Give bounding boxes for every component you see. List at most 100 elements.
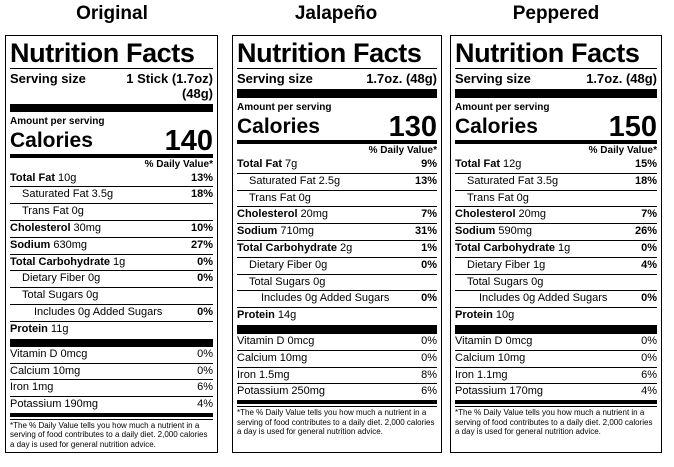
thick-rule [10,104,213,113]
nutrient-name: Total Sugars [22,289,84,302]
footnote: *The % Daily Value tells you how much a … [455,406,657,437]
vitamin-dv: 0% [197,364,213,377]
nutrient: Saturated Fat 3.5g [10,187,113,203]
vitamin: Calcium 10mg [10,364,80,380]
vitamin: Iron 1mg [10,380,53,396]
vitamin-amount: 10mg [279,351,308,364]
nutrient: Protein 11g [10,322,68,338]
nutrient: Protein 10g [455,308,514,324]
medium-rule [237,140,437,144]
nutrient-row: Total Fat 12g 15% [455,157,657,173]
calories-label: Calories [455,115,538,138]
vitamin-amount: 1.5mg [258,368,290,381]
vitamin-name: Potassium [237,385,289,398]
nutrient: Sodium 590mg [455,224,532,240]
nutrient: Protein 14g [237,308,296,324]
serving-size: 1.7oz. (48g) [586,71,657,86]
nutrient-name: Total Carbohydrate [237,241,338,254]
nutrient-row: Sodium 630mg 27% [10,236,213,254]
nutrient: Total Carbohydrate 2g [237,241,352,257]
serving-label: Serving size [455,71,531,86]
nutrient-name: Protein [10,322,48,335]
nutrient-name: Saturated Fat [467,174,534,187]
nutrient-dv: 9% [421,158,437,170]
thick-rule [237,89,437,98]
nutrient: Total Sugars 0g [455,275,543,291]
vitamin: Potassium 190mg [10,397,98,413]
thick-rule [455,324,657,334]
nutrition-label: Nutrition Facts Serving size 1.7oz. (48g) A… [450,35,662,453]
nutrient: Includes 0g Added Sugars [455,291,607,307]
nutrient-row: Total Carbohydrate 1g 0% [10,253,213,271]
nutrient-dv: 18% [190,188,213,201]
nutrient-row: Protein 11g [10,320,213,338]
nutrient-row: Saturated Fat 3.5g 18% [10,186,213,203]
nutrition-label: Nutrition Facts Serving size 1 Stick (1.7o… [5,35,218,453]
vitamin-row: Iron 1.1mg 6% [455,366,657,384]
label-heading: Original [76,3,148,24]
amount-per-serving: Amount per serving [455,102,550,113]
nutrient-dv: 13% [190,171,213,184]
nutrient: Cholesterol 20mg [455,207,546,223]
nutrient-name: Total Sugars [249,275,311,288]
vitamin-amount: 170mg [509,385,543,398]
nutrient-row: Includes 0g Added Sugars 0% [237,290,437,307]
dv-header: % Daily Value* [588,145,657,156]
vitamin-name: Iron [10,381,29,394]
vitamin-amount: 0mcg [505,334,533,347]
nutrient-row: Includes 0g Added Sugars 0% [10,304,213,321]
nutrient-row: Saturated Fat 2.5g 13% [237,172,437,190]
vitamin: Iron 1.5mg [237,368,290,384]
vitamin-dv: 0% [421,334,437,347]
nutrient-row: Total Fat 7g 9% [237,157,437,173]
nutrient-row: Total Carbohydrate 2g 1% [237,239,437,257]
nutrient: Includes 0g Added Sugars [10,305,162,321]
nutrient-amount: 3.5g [91,188,114,201]
nutrient-row: Cholesterol 20mg 7% [237,206,437,223]
nutrient: Total Sugars 0g [10,288,98,304]
nutrient-amount: 0g [314,258,328,271]
vitamin-row: Potassium 250mg 6% [237,383,437,400]
nutrient-name: Sodium [455,225,496,238]
medium-rule [455,140,657,144]
vitamin-amount: 1.1mg [476,368,508,381]
nutrient-amount: 1g [558,241,571,254]
vitamin-name: Potassium [10,398,62,411]
nutrient-row: Sodium 710mg 31% [237,223,437,240]
vitamin-row: Iron 1mg 6% [10,379,213,396]
nutrient-dv: 0% [641,292,657,305]
nutrient-amount: 1g [532,258,546,271]
calories-row: Calories 130 [237,111,437,143]
nutrient-name: Trans Fat [249,191,296,204]
nutrient-row: Trans Fat 0g [10,203,213,220]
nutrient-row: Dietary Fiber 1g 4% [455,256,657,274]
nutrient-dv: 7% [641,208,657,221]
nutrient-row: Total Fat 10g 13% [10,171,213,187]
nutrient-name: Dietary Fiber [249,258,312,271]
nutrition-label: Nutrition Facts Serving size 1.7oz. (48g) A… [232,35,442,453]
thick-rule [237,324,437,334]
nutrient: Total Fat 10g [10,171,76,187]
nutrient-dv: 31% [414,225,437,238]
vitamin-row: Calcium 10mg 0% [10,362,213,380]
nutrient-row: Saturated Fat 3.5g 18% [455,172,657,190]
vitamin-dv: 6% [421,385,437,398]
calories-value: 150 [608,111,657,143]
nutrient: Saturated Fat 2.5g [237,174,340,190]
label-heading: Jalapeño [294,3,378,24]
nutrient-amount: 0g [313,275,326,288]
nutrient-amount: 0g [71,205,84,218]
nutrient-dv: 18% [634,174,657,187]
calories-value: 130 [388,111,437,143]
nutrient: Cholesterol 20mg [237,207,328,223]
nutrient-name: Saturated Fat [22,188,89,201]
nutrient-amount: 0g [516,191,529,204]
serving-row: Serving size 1.7oz. (48g) [455,68,657,86]
dv-header: % Daily Value* [144,158,213,170]
nutrient-dv: 0% [197,306,213,319]
nutrient: Trans Fat 0g [455,191,529,207]
dv-header: % Daily Value* [368,145,437,156]
nutrient: Total Carbohydrate 1g [455,241,570,257]
nutrient-row: Total Sugars 0g [10,287,213,304]
